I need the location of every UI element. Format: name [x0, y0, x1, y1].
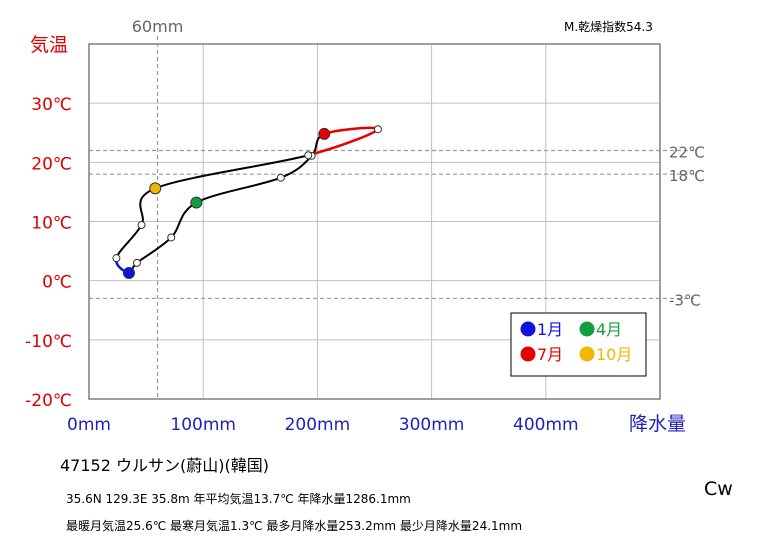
data-point-month-1 — [122, 266, 135, 279]
x-axis-title: 降水量 — [629, 413, 686, 435]
ref-line-label: -3℃ — [669, 291, 701, 309]
x-tick-label: 100mm — [170, 415, 236, 435]
legend-label: 4月 — [596, 320, 622, 339]
x-tick-label: 400mm — [513, 415, 579, 435]
data-point-month-9 — [304, 151, 313, 160]
y-tick-label: 10℃ — [31, 214, 72, 234]
ref-line-label: 22℃ — [669, 144, 705, 162]
curve-segment — [115, 224, 143, 259]
plot-area-border — [88, 43, 661, 400]
x-tick-label: 300mm — [399, 415, 465, 435]
climate-class: Cw — [704, 478, 733, 500]
curve-segment — [154, 154, 309, 190]
data-point-month-5 — [276, 173, 285, 182]
data-point-month-8 — [373, 125, 382, 134]
data-points — [112, 125, 382, 279]
legend-label: 1月 — [537, 320, 563, 339]
legend-marker — [579, 346, 595, 362]
reference-lines: 22℃ 18℃ -3℃ 60mm — [89, 17, 705, 399]
y-tick-label: 20℃ — [31, 154, 72, 174]
y-tick-label: 30℃ — [31, 95, 72, 115]
legend-marker — [520, 321, 536, 337]
data-curve — [114, 126, 380, 275]
ref-line-label: 18℃ — [669, 167, 705, 185]
curve-segment — [195, 176, 282, 204]
x-tick-label: 0mm — [67, 415, 111, 435]
legend-label: 10月 — [596, 345, 632, 364]
y-axis-title: 気温 — [30, 34, 68, 56]
grid — [89, 44, 660, 399]
station-title: 47152 ウルサン(蔚山)(韓国) — [60, 456, 269, 475]
y-tick-label: -20℃ — [25, 391, 72, 411]
legend: 1月 4月 7月 10月 — [510, 312, 647, 377]
data-point-month-4 — [190, 196, 203, 209]
legend-marker — [579, 321, 595, 337]
legend-marker — [520, 346, 536, 362]
station-info-line2: 最暖月気温25.6℃ 最寒月気温1.3℃ 最多月降水量253.2mm 最少月降水… — [66, 519, 523, 533]
curve-segment — [170, 201, 197, 239]
data-point-month-10 — [149, 182, 162, 195]
legend-label: 7月 — [537, 345, 563, 364]
curve-segment — [136, 236, 172, 264]
tick-labels: -20℃ -10℃ 0℃ 10℃ 20℃ 30℃ 0mm 100mm 200mm 300mm 400… — [25, 34, 686, 435]
data-point-month-11 — [137, 221, 146, 230]
data-point-month-3 — [167, 233, 176, 242]
aridity-index: M.乾燥指数54.3 — [564, 20, 653, 34]
data-point-month-12 — [112, 254, 121, 263]
plot-frame — [88, 43, 661, 400]
y-tick-label: -10℃ — [25, 332, 72, 352]
ref-line-label: 60mm — [132, 17, 184, 36]
legend-box — [510, 312, 647, 377]
data-point-month-7 — [318, 127, 331, 140]
x-tick-label: 200mm — [285, 415, 351, 435]
y-tick-label: 0℃ — [42, 273, 72, 293]
station-info-line1: 35.6N 129.3E 35.8m 年平均気温13.7℃ 年降水量1286.1… — [66, 492, 411, 506]
data-point-month-2 — [132, 258, 141, 267]
